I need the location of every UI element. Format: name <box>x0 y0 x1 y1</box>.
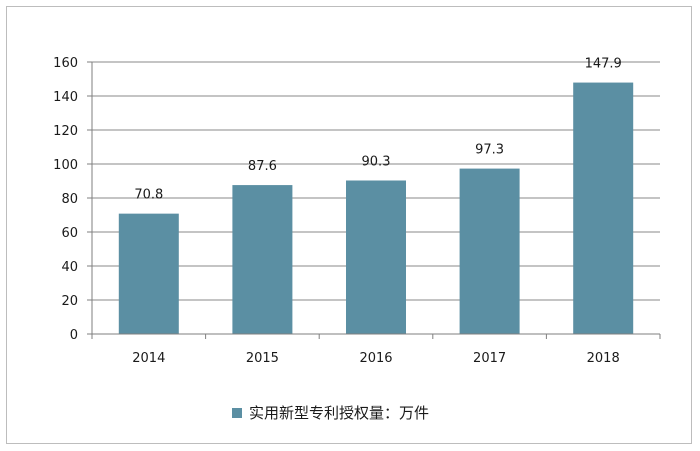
bar-2018 <box>573 82 634 334</box>
y-tick-label: 160 <box>53 56 78 71</box>
bar-2017 <box>459 168 520 334</box>
gridlines <box>92 61 660 301</box>
x-tick-label: 2016 <box>359 351 392 366</box>
bar-2015 <box>232 185 293 334</box>
legend-swatch <box>232 408 242 418</box>
data-label-2014: 70.8 <box>134 188 163 203</box>
y-tick-label: 40 <box>61 260 78 275</box>
y-tick-label: 120 <box>53 124 78 139</box>
y-tick-label: 60 <box>61 226 78 241</box>
y-tick-label: 140 <box>53 90 78 105</box>
x-tick-label: 2018 <box>587 351 620 366</box>
bar-2014 <box>118 213 179 334</box>
x-axis-ticks: 2014 2015 2016 2017 2018 <box>91 334 661 366</box>
data-label-2016: 90.3 <box>362 154 391 169</box>
data-labels: 70.8 87.6 90.3 97.3 147.9 <box>134 57 621 203</box>
x-tick-label: 2015 <box>246 351 279 366</box>
x-tick-label: 2014 <box>132 351 165 366</box>
bar-2016 <box>346 180 406 334</box>
axes <box>91 62 660 335</box>
legend-label: 实用新型专利授权量：万件 <box>249 404 429 422</box>
y-tick-label: 0 <box>70 328 78 343</box>
y-tick-label: 100 <box>53 158 78 173</box>
y-axis-ticks: 0 20 40 60 80 100 120 140 160 <box>53 56 92 343</box>
y-tick-label: 20 <box>61 294 78 309</box>
data-label-2015: 87.6 <box>248 159 277 174</box>
data-label-2017: 97.3 <box>475 143 504 158</box>
x-tick-label: 2017 <box>473 351 506 366</box>
legend: 实用新型专利授权量：万件 <box>232 404 429 422</box>
y-tick-label: 80 <box>61 192 78 207</box>
data-label-2018: 147.9 <box>585 57 622 72</box>
bars <box>118 82 634 334</box>
